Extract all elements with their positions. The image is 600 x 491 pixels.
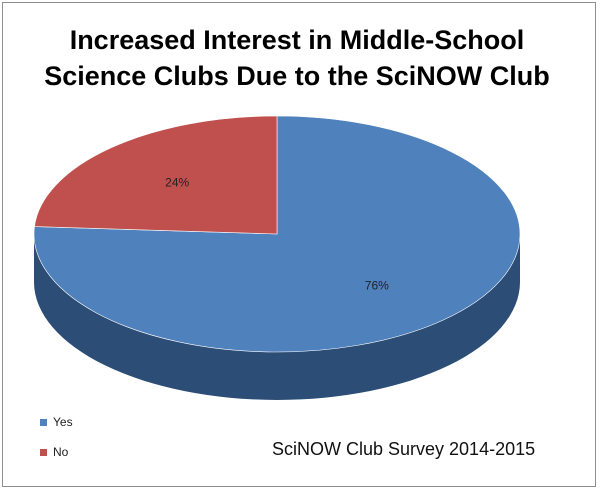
pie-tops bbox=[33, 115, 521, 353]
legend-label-no: No bbox=[53, 445, 69, 459]
legend-swatch-yes bbox=[40, 418, 47, 426]
pie-side-yes bbox=[34, 234, 520, 400]
data-label-yes: 76% bbox=[365, 279, 389, 293]
chart-title-line-1: Increased Interest in Middle-School bbox=[69, 25, 525, 55]
legend-label-yes: Yes bbox=[53, 415, 73, 429]
chart-title: Increased Interest in Middle-School Scie… bbox=[40, 22, 554, 94]
legend-item-no: No bbox=[40, 444, 73, 460]
pie-sides bbox=[34, 234, 520, 400]
data-label-no: 24% bbox=[165, 175, 189, 189]
pie-labels: 76% 24% bbox=[165, 175, 389, 292]
legend-swatch-no bbox=[40, 448, 47, 456]
legend-item-yes: Yes bbox=[40, 414, 73, 430]
chart-title-line-2: Science Clubs Due to the SciNOW Club bbox=[44, 61, 550, 91]
pie-slice-no bbox=[34, 115, 278, 235]
survey-footnote: SciNOW Club Survey 2014-2015 bbox=[272, 439, 536, 459]
pie-slice-yes bbox=[33, 115, 521, 353]
legend: Yes No bbox=[40, 414, 73, 474]
